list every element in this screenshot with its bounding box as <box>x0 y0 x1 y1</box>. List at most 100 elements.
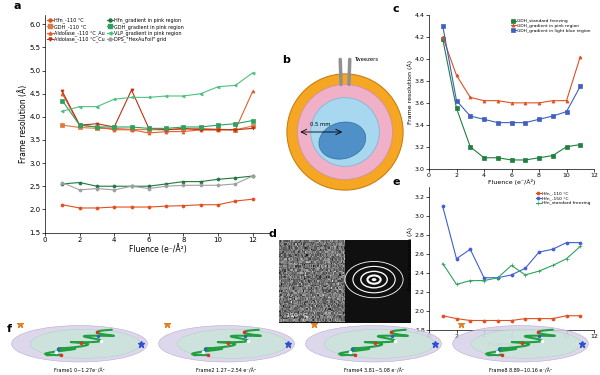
Aldolase_-110 °C_Cu <box>249 126 256 130</box>
Hfn_-110 °C <box>128 205 135 209</box>
Legend: Hfn_-110 °C, Hfn_-150 °C, Hfn_standard freezing: Hfn_-110 °C, Hfn_-150 °C, Hfn_standard f… <box>535 190 592 207</box>
GDH_gradient in pink region <box>59 98 66 103</box>
GDH_-110 °C <box>197 126 205 130</box>
VLP_gradient in pink region <box>232 83 239 88</box>
GDH_standard freezing <box>535 156 542 160</box>
Line: DPS_"HexAuFoil" grid: DPS_"HexAuFoil" grid <box>61 174 254 192</box>
Ellipse shape <box>178 329 287 358</box>
GDH_gradient in pink region <box>110 125 118 129</box>
Line: VLP_gradient in pink region: VLP_gradient in pink region <box>61 71 254 113</box>
GDH_standard freezing <box>481 156 488 160</box>
Hfn_-150 °C <box>467 247 474 252</box>
Text: 0.5 mm: 0.5 mm <box>310 122 330 127</box>
Hfn_-110 °C <box>453 316 460 321</box>
Hfn_-110 °C <box>197 202 205 207</box>
GDH_gradient in light blue region <box>563 110 570 114</box>
Hfn_-110 °C <box>494 318 502 323</box>
Hfn_-110 °C <box>76 206 83 210</box>
GDH_-110 °C <box>214 127 221 132</box>
Hfn_standard freezing <box>481 278 488 283</box>
Hfn_-110 °C <box>94 206 101 210</box>
Hfn_standard freezing <box>439 261 446 266</box>
Aldolase_-110 °C_Au <box>59 92 66 96</box>
Ellipse shape <box>472 329 581 358</box>
Aldolase_-110 °C_Au <box>94 125 101 129</box>
Line: GDH_gradient in light blue region: GDH_gradient in light blue region <box>441 24 582 124</box>
Legend: GDH_standard freezing, GDH_gradient in pink region, GDH_gradient in light blue r: GDH_standard freezing, GDH_gradient in p… <box>509 17 592 34</box>
DPS_"HexAuFoil" grid <box>76 188 83 192</box>
GDH_standard freezing <box>549 153 556 158</box>
Hfn_-110 °C <box>249 197 256 201</box>
Legend: Hfn_-110 °C, GDH_-110 °C, Aldolase_-110 °C_Au, Aldolase_-110 °C_Cu, Hfn_gradient: Hfn_-110 °C, GDH_-110 °C, Aldolase_-110 … <box>47 17 184 42</box>
Text: f: f <box>7 324 12 334</box>
Aldolase_-110 °C_Cu <box>94 122 101 126</box>
Hfn_-110 °C <box>535 316 542 321</box>
GDH_gradient in pink region <box>94 125 101 129</box>
Text: Frame4 3.81~5.08 e⁻/Å²: Frame4 3.81~5.08 e⁻/Å² <box>343 368 404 373</box>
Text: Frame1 0~1.27e⁻/Å²: Frame1 0~1.27e⁻/Å² <box>54 368 105 373</box>
Hfn_gradient in pink region <box>214 177 221 182</box>
GDH_gradient in pink region <box>577 54 584 59</box>
Line: GDH_standard freezing: GDH_standard freezing <box>441 38 582 162</box>
Aldolase_-110 °C_Cu <box>145 126 152 130</box>
GDH_gradient in pink region <box>481 98 488 103</box>
GDH_standard freezing <box>494 156 502 160</box>
GDH_gradient in pink region <box>467 95 474 100</box>
Text: d: d <box>268 229 277 239</box>
Hfn_-110 °C <box>577 314 584 318</box>
Circle shape <box>298 84 392 180</box>
GDH_gradient in pink region <box>521 100 529 105</box>
GDH_gradient in pink region <box>163 126 170 130</box>
Aldolase_-110 °C_Au <box>145 131 152 135</box>
GDH_standard freezing <box>508 158 515 162</box>
GDH_-110 °C <box>94 126 101 130</box>
GDH_gradient in light blue region <box>453 98 460 103</box>
Hfn_gradient in pink region <box>249 174 256 178</box>
Aldolase_-110 °C_Au <box>128 128 135 132</box>
DPS_"HexAuFoil" grid <box>249 174 256 178</box>
Hfn_gradient in pink region <box>197 179 205 184</box>
Line: GDH_-110 °C: GDH_-110 °C <box>61 124 254 131</box>
Hfn_-110 °C <box>439 314 446 318</box>
DPS_"HexAuFoil" grid <box>232 182 239 186</box>
GDH_gradient in light blue region <box>494 120 502 125</box>
Hfn_-150 °C <box>535 250 542 254</box>
Ellipse shape <box>31 329 140 358</box>
Line: Hfn_standard freezing: Hfn_standard freezing <box>441 245 582 286</box>
DPS_"HexAuFoil" grid <box>145 186 152 191</box>
Text: e: e <box>392 177 400 187</box>
GDH_-110 °C <box>232 128 239 132</box>
GDH_gradient in light blue region <box>549 114 556 118</box>
Text: c: c <box>392 4 400 14</box>
DPS_"HexAuFoil" grid <box>128 184 135 189</box>
Hfn_-150 °C <box>439 204 446 209</box>
GDH_gradient in pink region <box>197 125 205 129</box>
GDH_gradient in pink region <box>76 123 83 128</box>
Hfn_-110 °C <box>521 316 529 321</box>
DPS_"HexAuFoil" grid <box>163 184 170 189</box>
Ellipse shape <box>158 326 295 362</box>
VLP_gradient in pink region <box>94 104 101 109</box>
GDH_gradient in pink region <box>145 126 152 130</box>
Hfn_-150 °C <box>577 240 584 245</box>
Circle shape <box>287 74 403 190</box>
VLP_gradient in pink region <box>163 94 170 98</box>
VLP_gradient in pink region <box>76 104 83 109</box>
VLP_gradient in pink region <box>110 97 118 102</box>
Hfn_-150 °C <box>494 276 502 280</box>
GDH_standard freezing <box>467 144 474 149</box>
GDH_gradient in pink region <box>232 122 239 126</box>
Y-axis label: Frame resolution (Å): Frame resolution (Å) <box>408 227 413 291</box>
Line: GDH_gradient in pink region: GDH_gradient in pink region <box>441 35 582 104</box>
GDH_gradient in light blue region <box>439 24 446 28</box>
GDH_standard freezing <box>577 142 584 147</box>
Ellipse shape <box>325 329 434 358</box>
Hfn_standard freezing <box>508 263 515 268</box>
Ellipse shape <box>305 326 442 362</box>
Hfn_gradient in pink region <box>232 176 239 180</box>
GDH_-110 °C <box>163 128 170 132</box>
Aldolase_-110 °C_Cu <box>163 128 170 132</box>
Hfn_-110 °C <box>549 316 556 321</box>
Bar <box>345 240 411 322</box>
Ellipse shape <box>452 326 589 362</box>
